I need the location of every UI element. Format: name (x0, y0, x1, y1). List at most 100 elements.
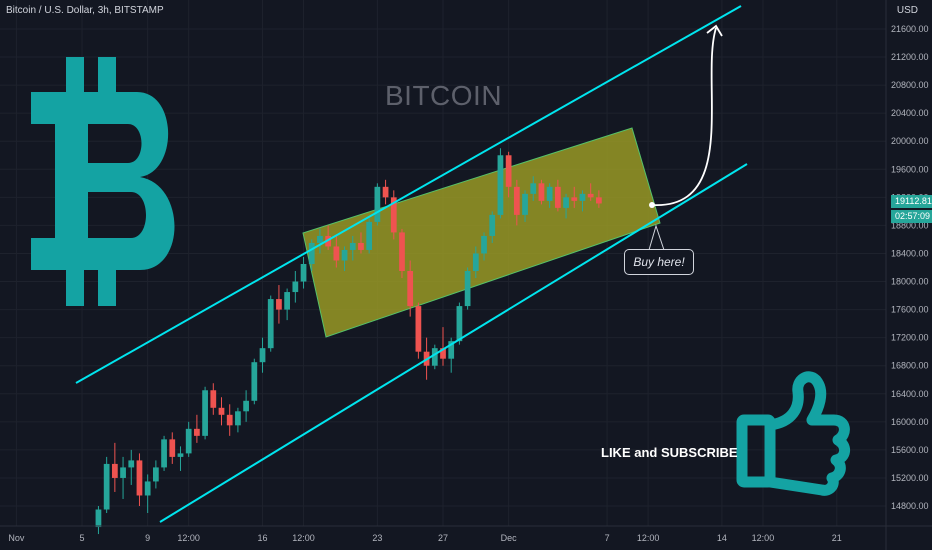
candle (579, 190, 586, 212)
candle (415, 302, 422, 359)
candle-body (276, 299, 282, 310)
y-tick-label: 20800.00 (891, 80, 929, 90)
candle (292, 271, 299, 303)
countdown-tag: 02:57:09 (891, 210, 932, 223)
candle (456, 302, 463, 345)
candle-body (251, 362, 258, 401)
candle-body (448, 341, 455, 359)
y-tick-label: 20400.00 (891, 108, 929, 118)
y-tick-label: 21600.00 (891, 24, 929, 34)
candle-body (456, 306, 463, 342)
x-tick-label: 21 (832, 533, 842, 543)
x-tick-label: 27 (438, 533, 448, 543)
buy-here-callout: Buy here! (624, 249, 694, 275)
x-tick-label: 12:00 (637, 533, 660, 543)
candle (308, 239, 315, 272)
candle (120, 456, 126, 499)
candle (284, 288, 291, 321)
currency-label[interactable]: USD (896, 5, 918, 16)
symbol-title[interactable]: Bitcoin / U.S. Dollar, 3h, BITSTAMP (6, 5, 164, 16)
upper-channel-line (75, 5, 742, 384)
candle-body (341, 249, 348, 261)
candle (185, 421, 192, 457)
candle-body (218, 407, 225, 415)
candle (546, 183, 553, 208)
x-tick-label: 12:00 (177, 533, 200, 543)
candlesticks (95, 148, 602, 535)
candle (152, 460, 159, 489)
candle (177, 446, 184, 471)
lower-channel-line (159, 163, 748, 523)
candle-body (390, 197, 397, 233)
candle (226, 404, 233, 436)
candle-body (120, 467, 126, 478)
candle (144, 474, 151, 514)
buy-point-marker (649, 202, 655, 208)
candle-body (144, 481, 151, 496)
candle-body (317, 235, 323, 243)
candle (563, 193, 569, 219)
candle (464, 267, 471, 310)
thumbs-up-icon (736, 371, 850, 496)
candle-body (546, 186, 553, 201)
candle-body (284, 292, 291, 310)
candle (210, 383, 217, 415)
candle-body (194, 428, 200, 436)
candle-body (399, 232, 405, 272)
candle (489, 211, 496, 243)
candle-body (472, 253, 479, 272)
candle-body (366, 221, 373, 250)
time-axis[interactable]: Nov 5 9 12:00 16 12:00 23 27 Dec 7 12:00 14 12:00 21 (8, 533, 841, 543)
candle (431, 344, 438, 370)
candle (251, 358, 258, 405)
candle-body (358, 242, 364, 250)
candle (595, 190, 602, 208)
candle-body (579, 193, 586, 201)
y-tick-label: 15200.00 (891, 473, 929, 483)
price-axis[interactable]: 21600.00 21200.00 20800.00 20400.00 20000.00… (891, 24, 929, 511)
candle-body (382, 186, 389, 198)
x-tick-label: 12:00 (292, 533, 315, 543)
candle-body (497, 155, 504, 215)
candle (276, 285, 282, 324)
candle-body (103, 463, 110, 510)
candle-body (136, 460, 143, 496)
x-tick-label: 12:00 (752, 533, 775, 543)
bitcoin-logo-icon (31, 57, 175, 306)
candle-body (169, 439, 176, 457)
candle-body (292, 281, 299, 293)
candle-body (538, 183, 545, 201)
candle-body (152, 467, 159, 482)
candle (333, 235, 340, 268)
candle-body (243, 400, 249, 412)
candle (218, 397, 225, 426)
like-subscribe-text: LIKE and SUBSCRIBE (601, 445, 738, 460)
y-tick-label: 16400.00 (891, 389, 929, 399)
y-tick-label: 17600.00 (891, 305, 929, 315)
candle (407, 260, 414, 317)
candle-body (308, 242, 315, 264)
y-tick-label: 17200.00 (891, 333, 929, 343)
candle-body (300, 263, 307, 282)
candle-body (259, 348, 266, 363)
candle (341, 246, 348, 272)
channel-box (302, 127, 661, 338)
candle-body (415, 306, 422, 352)
candle (497, 148, 504, 219)
candle (366, 218, 373, 254)
y-tick-label: 15600.00 (891, 445, 929, 455)
candle-body (522, 193, 528, 215)
y-tick-label: 21200.00 (891, 52, 929, 62)
candle-body (481, 235, 487, 254)
candle (243, 390, 249, 422)
candle (317, 228, 323, 254)
candle (399, 228, 405, 279)
x-tick-label: 7 (605, 533, 610, 543)
candle (103, 456, 110, 514)
candle (169, 432, 176, 464)
candle (554, 179, 561, 212)
candle (235, 407, 241, 433)
candle (267, 295, 274, 352)
candle-body (226, 414, 233, 426)
